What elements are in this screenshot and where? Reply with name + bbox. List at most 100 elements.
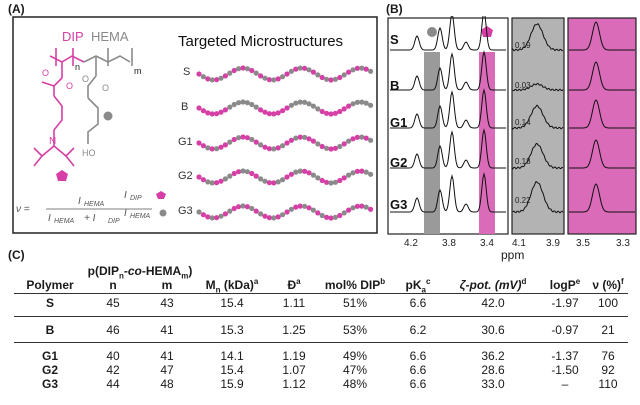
bead xyxy=(262,109,268,115)
bead xyxy=(249,101,255,108)
bead xyxy=(240,168,246,174)
cell-logp: – xyxy=(561,377,569,391)
table-row: S 45 43 15.4 1.11 51% 6.6 42.0 -1.97 100 xyxy=(14,296,628,310)
bead xyxy=(363,135,369,141)
cell-logp: -0.97 xyxy=(551,323,579,337)
cell-d: 1.11 xyxy=(282,296,306,310)
bead xyxy=(337,108,343,115)
panel-b-figure: S B G1 G2 G3 0.19 0.03 0.14 0.18 0.22 4.… xyxy=(387,16,637,249)
bead xyxy=(350,170,356,176)
bead xyxy=(253,139,259,145)
bead xyxy=(227,208,233,214)
panel-a-frame xyxy=(12,16,378,234)
bead xyxy=(266,146,272,152)
bead xyxy=(359,168,365,174)
bead xyxy=(244,169,250,175)
cell-zeta: 36.2 xyxy=(481,349,505,363)
bead xyxy=(310,172,316,178)
bead xyxy=(209,146,215,152)
bead xyxy=(236,169,242,175)
zoom-pink-frame xyxy=(567,17,637,235)
cell-pka: 6.6 xyxy=(409,377,427,391)
bead xyxy=(315,175,321,181)
bead xyxy=(350,205,356,211)
bead xyxy=(288,171,294,177)
cell-mn: 15.4 xyxy=(220,296,244,310)
bead xyxy=(205,76,211,82)
bead xyxy=(205,145,211,151)
cell-zeta: 28.6 xyxy=(481,363,505,377)
bead xyxy=(200,177,206,183)
legend-hema-marker xyxy=(159,209,167,217)
bead xyxy=(200,74,206,80)
bead xyxy=(306,205,312,211)
eq-den-sub2: DIP xyxy=(108,218,120,225)
bead xyxy=(332,76,338,82)
bead xyxy=(214,146,220,152)
cell-logp: -1.97 xyxy=(551,296,579,310)
zoom-pink-trace xyxy=(569,139,635,169)
cell-n: 44 xyxy=(106,377,120,391)
bead xyxy=(275,145,281,151)
spectrum-trace xyxy=(390,128,506,169)
panel-a-title: Targeted Microstructures xyxy=(178,33,343,50)
bead xyxy=(297,99,303,105)
bead xyxy=(297,65,303,71)
cell-pka: 6.2 xyxy=(409,323,427,337)
eq-den-1: I xyxy=(48,213,51,224)
bead xyxy=(319,108,325,115)
bead xyxy=(354,65,360,71)
cell-zeta: 30.6 xyxy=(481,323,505,337)
bead xyxy=(337,177,343,184)
composition-header: p(DIPn-co-HEMAm) xyxy=(87,264,193,281)
legend-dip-sub: DIP xyxy=(130,195,142,202)
bead xyxy=(354,99,360,105)
tick-3-8: 3.8 xyxy=(442,238,456,249)
bead xyxy=(306,101,312,107)
cell-polymer: G3 xyxy=(41,377,58,391)
bead xyxy=(236,204,242,210)
spectrum-trace xyxy=(390,50,506,91)
hema-circle-marker xyxy=(103,111,113,121)
cell-m: 43 xyxy=(160,296,174,310)
bead xyxy=(319,177,325,184)
bead xyxy=(231,170,237,177)
integral-g3: 0.22 xyxy=(515,196,531,205)
cell-zeta: 33.0 xyxy=(481,377,505,391)
bead xyxy=(341,72,347,78)
bead xyxy=(337,74,343,81)
bead xyxy=(227,70,233,76)
bead xyxy=(280,212,286,218)
bead xyxy=(262,75,268,81)
bead xyxy=(262,144,268,150)
bead xyxy=(297,168,303,174)
row-label-s: S xyxy=(183,66,190,78)
bead xyxy=(236,100,242,106)
band-grey-marker xyxy=(427,27,437,37)
bead xyxy=(293,204,299,210)
bead xyxy=(368,171,374,177)
bead xyxy=(280,143,286,149)
bead xyxy=(359,99,365,105)
bead xyxy=(249,205,255,212)
sub-m: m xyxy=(134,66,142,76)
bead xyxy=(332,110,338,116)
bead xyxy=(332,179,338,185)
x-axis-label: ppm xyxy=(501,248,525,262)
bead xyxy=(368,206,374,212)
bead xyxy=(284,140,290,146)
zoom-pink-trace xyxy=(569,61,635,91)
zoom-pink-trace xyxy=(569,183,635,213)
bead xyxy=(324,179,330,185)
bead xyxy=(288,102,294,108)
panel-c-label: (C) xyxy=(8,248,25,262)
cell-nu: 100 xyxy=(597,296,619,310)
cell-pka: 6.6 xyxy=(409,363,427,377)
cell-n: 42 xyxy=(106,363,120,377)
cell-mol: 48% xyxy=(342,377,368,391)
bead xyxy=(200,212,206,218)
legend-hema-i: I xyxy=(124,208,127,219)
bead xyxy=(368,137,374,143)
bead xyxy=(258,107,264,113)
bead xyxy=(363,100,369,106)
